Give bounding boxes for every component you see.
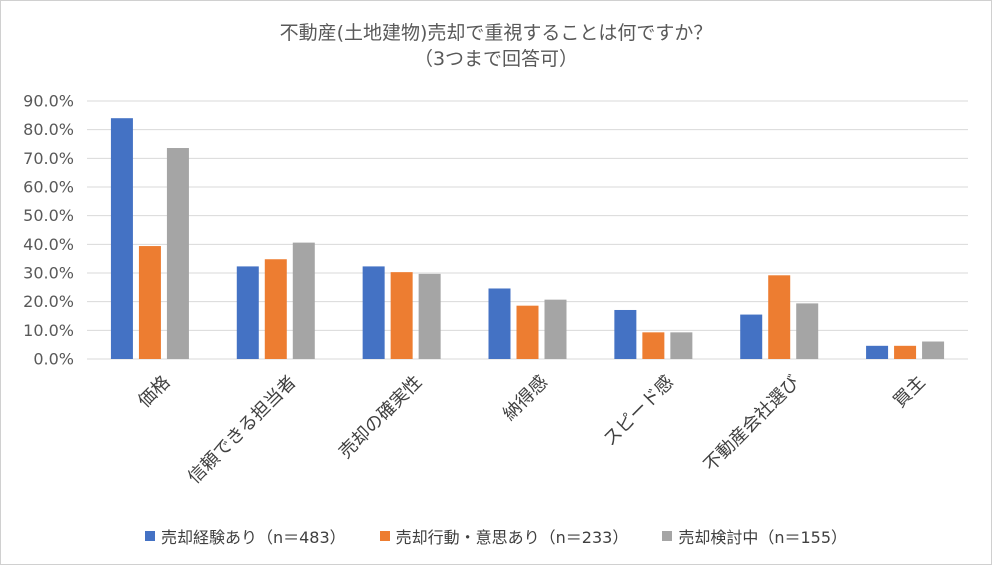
x-tick-label-0: 価格 [134,372,174,412]
bar-s1-c1 [264,259,287,359]
bar-s2-c2 [418,273,441,359]
legend-swatch-0 [144,531,155,541]
legend-label-2: 売却検討中（n＝155） [678,528,848,547]
y-tick-label-7: 70.0% [23,149,74,168]
bar-s1-c5 [768,275,791,359]
legend-item-1: 売却行動・意思あり（n＝233） [379,524,629,548]
y-tick-label-5: 50.0% [23,206,74,225]
y-tick-label-2: 20.0% [23,292,74,311]
x-tick-label-2: 売却の確実性 [335,372,426,463]
x-tick-label-4: スピード感 [599,372,677,450]
y-tick-label-6: 60.0% [23,178,74,197]
bar-s2-c5 [796,303,819,359]
bar-s1-c4 [642,332,665,359]
y-tick-label-0: 0.0% [33,350,74,369]
chart-subtitle: （3つまで回答可） [413,48,579,70]
chart-title: 不動産(土地建物)売却で重視することは何ですか？ [279,22,713,44]
legend-swatch-1 [379,531,390,541]
y-tick-label-4: 40.0% [23,235,74,254]
bar-s0-c3 [488,288,511,359]
legend-label-1: 売却行動・意思あり（n＝233） [395,528,629,547]
legend-item-2: 売却検討中（n＝155） [662,524,847,548]
x-tick-label-5: 不動産会社選び [700,372,804,476]
bar-s0-c6 [866,345,889,359]
bar-s2-c4 [670,332,693,359]
y-tick-label-3: 30.0% [23,264,74,283]
bar-s2-c3 [544,299,567,359]
legend-item-0: 売却経験あり（n＝483） [144,524,346,548]
bar-s0-c0 [110,118,133,359]
legend-label-0: 売却経験あり（n＝483） [160,528,346,547]
bar-s0-c1 [236,266,259,359]
legend-swatch-2 [662,531,673,541]
bar-s0-c5 [740,314,763,359]
y-tick-label-1: 10.0% [23,321,74,340]
chart-title-block: 不動産(土地建物)売却で重視することは何ですか？ （3つまで回答可） [0,20,992,72]
x-tick-label-1: 信頼できる担当者 [184,372,300,488]
bar-s1-c2 [390,272,413,359]
bar-s2-c6 [922,341,945,359]
bar-s1-c3 [516,305,539,359]
bar-s2-c0 [166,148,189,359]
bar-s1-c0 [138,246,161,359]
y-tick-label-8: 80.0% [23,120,74,139]
bar-s1-c6 [894,345,917,359]
bar-s0-c4 [614,309,637,359]
y-tick-label-9: 90.0% [23,92,74,111]
x-tick-label-3: 納得感 [499,372,552,425]
legend: 売却経験あり（n＝483） 売却行動・意思あり（n＝233） 売却検討中（n＝1… [0,524,992,548]
bar-s0-c2 [362,266,385,359]
bar-s2-c1 [292,242,315,359]
x-tick-label-6: 買主 [889,372,929,412]
